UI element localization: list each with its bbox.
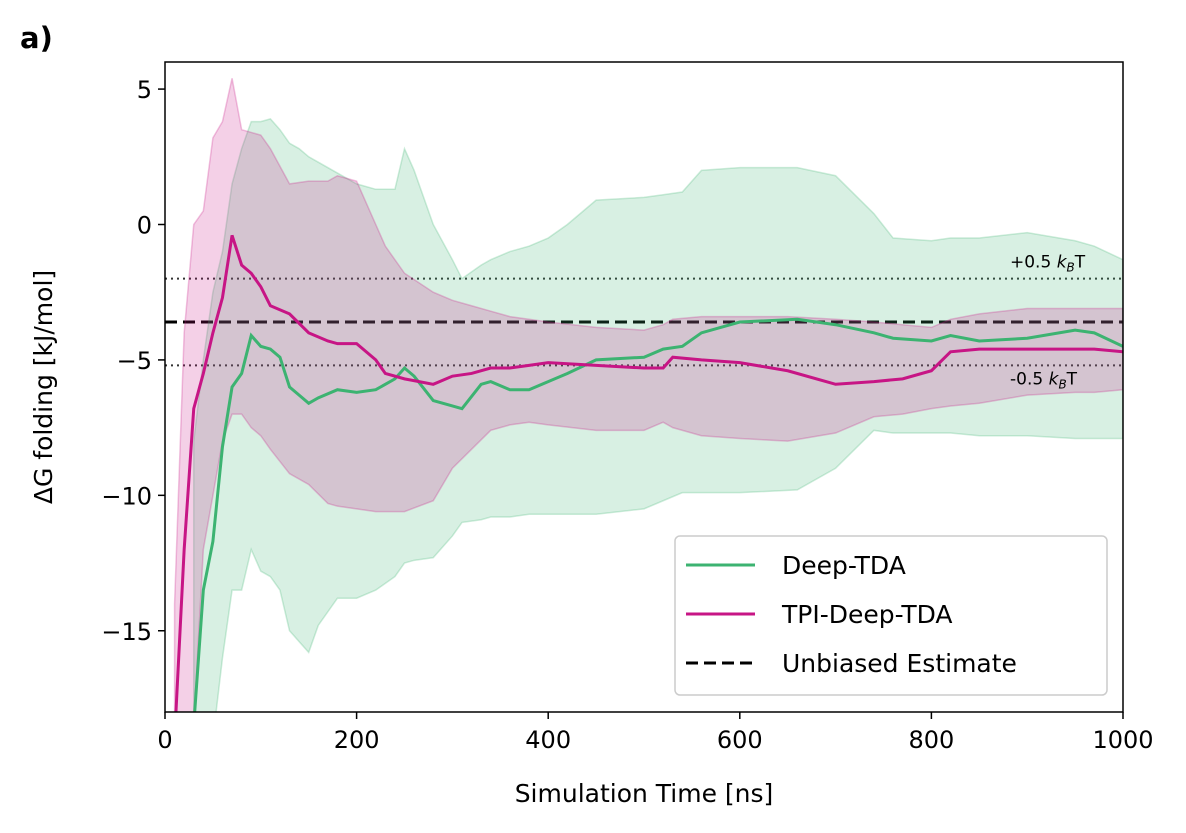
annotation-subscript: B xyxy=(1058,377,1066,391)
annotation-text: T xyxy=(1074,253,1086,273)
x-tick-label: 600 xyxy=(717,726,763,754)
series-line xyxy=(193,317,1123,712)
y-tick-label: 0 xyxy=(137,212,152,240)
confidence-band xyxy=(173,78,1123,712)
legend-label: Deep-TDA xyxy=(782,551,906,580)
annotation-subscript: B xyxy=(1067,261,1075,275)
y-tick-label: −5 xyxy=(117,347,152,375)
plot-frame xyxy=(164,61,1124,713)
legend-box xyxy=(674,535,1108,696)
y-tick-label: 5 xyxy=(137,76,152,104)
reference-annotation: +0.5 kBT xyxy=(1010,253,1086,275)
panel-label: a) xyxy=(20,21,53,55)
annotation-text: -0.5 xyxy=(1010,369,1049,389)
y-axis-label: ΔG folding [kJ/mol] xyxy=(29,270,58,504)
plot-area xyxy=(165,78,1123,712)
x-tick-label: 0 xyxy=(157,726,172,754)
annotation-italic: k xyxy=(1049,369,1060,389)
x-tick-label: 200 xyxy=(334,726,380,754)
y-tick-label: −10 xyxy=(101,482,152,510)
legend: Deep-TDA TPI-Deep-TDA Unbiased Estimate xyxy=(674,535,1108,696)
confidence-band xyxy=(192,118,1123,712)
legend-label: TPI-Deep-TDA xyxy=(781,600,953,629)
y-tick-label: −15 xyxy=(101,618,152,646)
x-tick-label: 400 xyxy=(525,726,571,754)
annotation-text: T xyxy=(1066,369,1078,389)
annotation-text: +0.5 xyxy=(1010,253,1057,273)
annotation-italic: k xyxy=(1057,253,1068,273)
reference-annotation: -0.5 kBT xyxy=(1010,369,1078,391)
series-line xyxy=(174,234,1123,712)
x-axis-label: Simulation Time [ns] xyxy=(515,779,774,808)
x-tick-label: 800 xyxy=(908,726,954,754)
x-tick-label: 1000 xyxy=(1092,726,1153,754)
legend-label: Unbiased Estimate xyxy=(782,649,1017,678)
